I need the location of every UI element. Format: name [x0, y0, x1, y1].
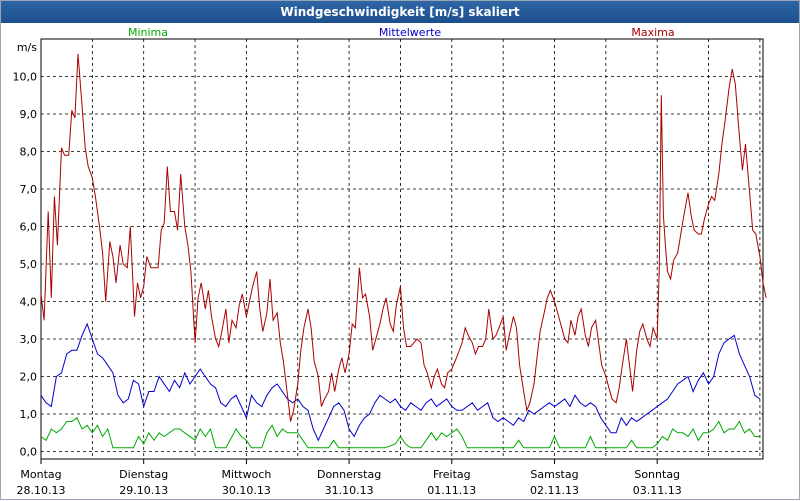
legend-mittelwerte: Mittelwerte	[379, 26, 442, 39]
legend-minima: Minima	[128, 26, 168, 39]
series-line-minima	[40, 417, 760, 449]
x-tick-day: Freitag	[433, 468, 471, 481]
series-line-mittelwerte	[40, 322, 761, 442]
y-tick-label: 4,0	[20, 296, 38, 309]
x-tick-date: 03.11.13	[633, 484, 682, 497]
y-tick-label: 1,0	[20, 408, 38, 421]
y-tick-label: 6,0	[20, 221, 38, 234]
x-tick-date: 30.10.13	[222, 484, 271, 497]
x-tick-date: 31.10.13	[325, 484, 374, 497]
x-tick-day: Sonntag	[634, 468, 680, 481]
x-tick-date: 01.11.13	[427, 484, 476, 497]
window-titlebar: Windgeschwindigkeit [m/s] skaliert	[1, 1, 799, 23]
series-line-maxima	[40, 53, 767, 422]
x-tick-date: 28.10.13	[17, 484, 66, 497]
y-tick-label: 5,0	[20, 258, 38, 271]
axes-layer: 0,0 1,0 2,0 3,0 4,0 5,0 6,0 7,0 8,0 9,0 10,0 m/s Mon…	[13, 41, 682, 497]
y-tick-label: 10,0	[13, 71, 38, 84]
x-tick-day: Montag	[20, 468, 61, 481]
legend-layer: Minima Mittelwerte Maxima	[128, 26, 675, 39]
y-tick-label: 3,0	[20, 333, 38, 346]
y-tick-label: 9,0	[20, 108, 38, 121]
x-tick-day: Mittwoch	[221, 468, 271, 481]
window-title: Windgeschwindigkeit [m/s] skaliert	[280, 5, 520, 19]
y-tick-label: 7,0	[20, 183, 38, 196]
series-layer	[40, 53, 767, 449]
y-axis-unit: m/s	[17, 41, 37, 54]
x-tick-day: Dienstag	[119, 468, 168, 481]
grid-layer	[40, 38, 764, 460]
y-tick-label: 8,0	[20, 146, 38, 159]
x-tick-day: Samstag	[530, 468, 578, 481]
y-tick-label: 0,0	[20, 446, 38, 459]
y-tick-label: 2,0	[20, 371, 38, 384]
x-tick-date: 29.10.13	[119, 484, 168, 497]
x-tick-day: Donnerstag	[317, 468, 381, 481]
plot-frame	[40, 38, 764, 460]
legend-maxima: Maxima	[631, 26, 674, 39]
x-tick-date: 02.11.13	[530, 484, 579, 497]
